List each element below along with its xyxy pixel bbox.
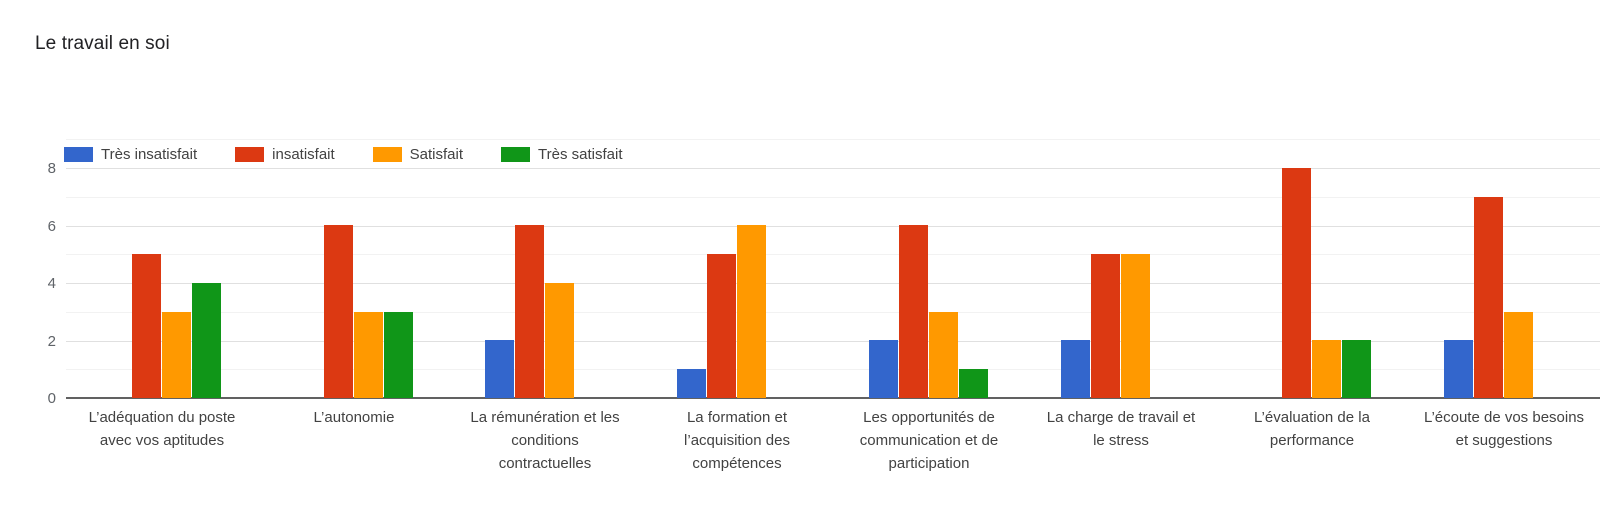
legend-swatch-icon bbox=[372, 147, 402, 162]
bar-3-1[interactable] bbox=[162, 312, 191, 398]
bar-1-4[interactable] bbox=[677, 369, 706, 398]
x-axis-category-label: L’adéquation du poste avec vos aptitudes bbox=[88, 409, 236, 449]
legend-item: Très satisfait bbox=[501, 146, 623, 163]
bar-2-7[interactable] bbox=[1282, 168, 1311, 398]
gridline bbox=[66, 197, 1600, 198]
legend-swatch-icon bbox=[64, 147, 93, 162]
bar-3-5[interactable] bbox=[929, 312, 958, 398]
bar-1-8[interactable] bbox=[1444, 340, 1473, 398]
legend-swatch-icon bbox=[501, 147, 531, 162]
gridline bbox=[66, 341, 1600, 342]
legend-swatch-icon bbox=[235, 147, 265, 162]
bar-2-8[interactable] bbox=[1474, 197, 1503, 398]
x-axis-category-label: La charge de travail et le stress bbox=[1046, 409, 1196, 449]
bar-4-7[interactable] bbox=[1342, 340, 1371, 398]
bar-2-5[interactable] bbox=[899, 225, 928, 398]
bar-4-1[interactable] bbox=[192, 283, 221, 398]
legend-item: insatisfait bbox=[235, 146, 335, 163]
legend-label: Très insatisfait bbox=[101, 146, 198, 163]
x-axis-category-label: Les opportunités de communication et de … bbox=[859, 409, 999, 472]
bar-4-2[interactable] bbox=[384, 312, 413, 398]
legend-item: Satisfait bbox=[372, 146, 464, 163]
x-axis-category-label: L’écoute de vos besoins et suggestions bbox=[1423, 409, 1585, 449]
gridline bbox=[66, 254, 1600, 255]
bar-3-2[interactable] bbox=[354, 312, 383, 398]
gridline bbox=[66, 226, 1600, 227]
legend: Très insatisfait insatisfait Satisfait Très… bbox=[64, 146, 633, 163]
gridline bbox=[66, 139, 1600, 140]
bar-2-3[interactable] bbox=[515, 225, 544, 398]
x-axis-category-label: La rémunération et les conditions contra… bbox=[470, 409, 620, 472]
bar-3-4[interactable] bbox=[737, 225, 766, 398]
bar-1-6[interactable] bbox=[1061, 340, 1090, 398]
y-axis-tick-label: 4 bbox=[47, 275, 56, 292]
legend-item: Très insatisfait bbox=[64, 146, 197, 163]
y-axis-tick-label: 6 bbox=[47, 218, 56, 235]
gridline bbox=[66, 283, 1600, 284]
bar-3-8[interactable] bbox=[1504, 312, 1533, 398]
bar-1-5[interactable] bbox=[869, 340, 898, 398]
y-axis-tick-label: 8 bbox=[47, 160, 56, 177]
bar-2-1[interactable] bbox=[132, 254, 161, 398]
bar-2-6[interactable] bbox=[1091, 254, 1120, 398]
gridline bbox=[66, 168, 1600, 169]
bar-3-7[interactable] bbox=[1312, 340, 1341, 398]
gridline bbox=[66, 369, 1600, 370]
y-axis-tick-label: 0 bbox=[47, 390, 56, 407]
bar-4-5[interactable] bbox=[959, 369, 988, 398]
legend-label: Satisfait bbox=[409, 146, 464, 163]
legend-label: Très satisfait bbox=[538, 146, 623, 163]
bar-2-4[interactable] bbox=[707, 254, 736, 398]
bar-1-3[interactable] bbox=[485, 340, 514, 398]
bar-3-6[interactable] bbox=[1121, 254, 1150, 398]
bar-3-3[interactable] bbox=[545, 283, 574, 398]
x-axis-category-label: L’évaluation de la performance bbox=[1254, 409, 1370, 449]
bar-2-2[interactable] bbox=[324, 225, 353, 398]
chart-title: Le travail en soi bbox=[35, 33, 170, 54]
gridline bbox=[66, 312, 1600, 313]
y-axis-tick-label: 2 bbox=[47, 333, 56, 350]
x-axis-category-label: La formation et l’acquisition des compét… bbox=[684, 409, 790, 472]
x-axis-category-label: L’autonomie bbox=[313, 409, 395, 426]
x-axis-baseline bbox=[66, 397, 1600, 399]
legend-label: insatisfait bbox=[272, 146, 335, 163]
